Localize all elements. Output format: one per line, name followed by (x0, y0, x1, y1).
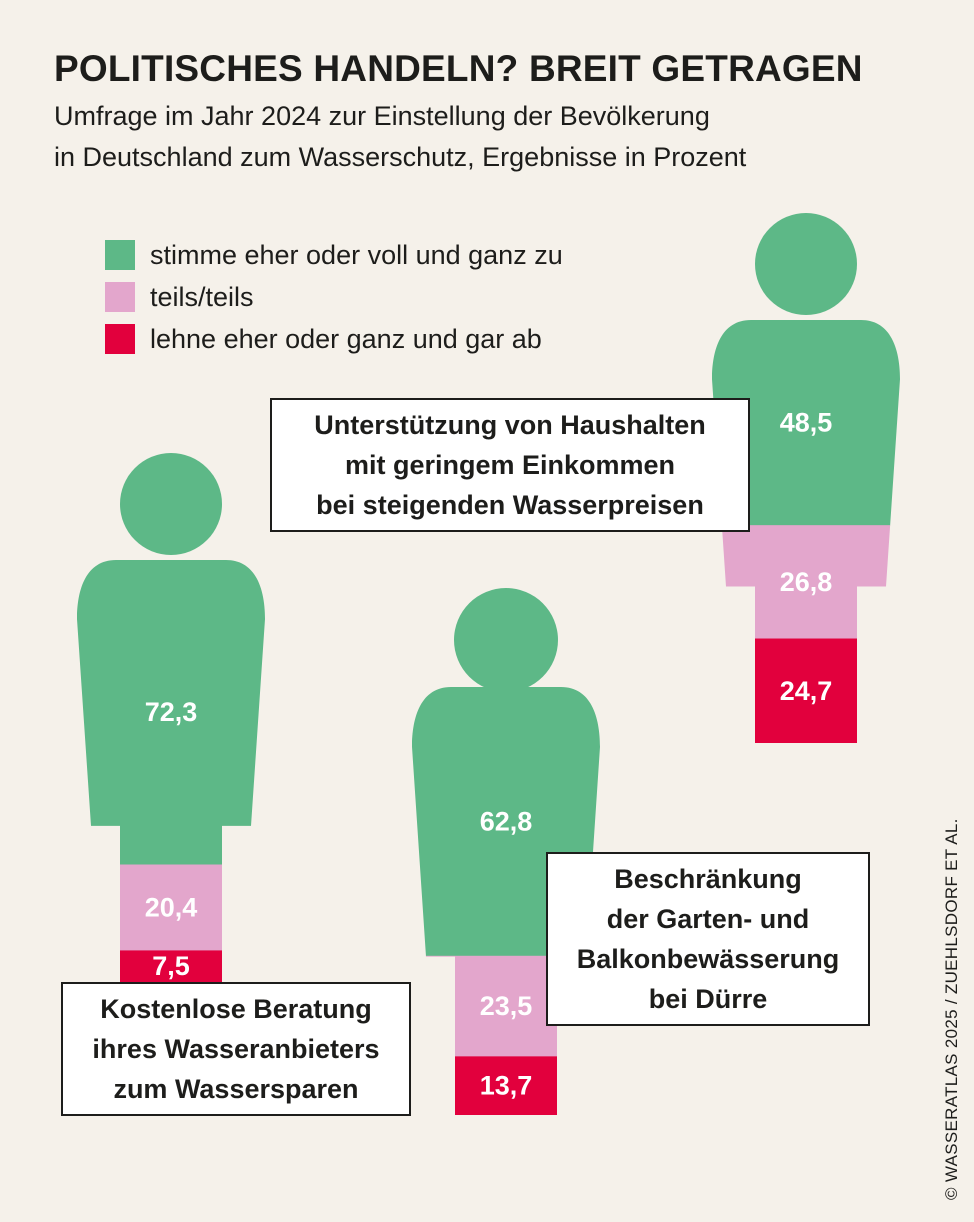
value-label-reject: 13,7 (480, 1071, 533, 1101)
figure-label-line: mit geringem Einkommen (344, 450, 676, 480)
value-label-agree: 62,8 (480, 806, 533, 836)
legend-item-reject: lehne eher oder ganz und gar ab (105, 318, 563, 360)
value-label-reject: 24,7 (780, 676, 833, 706)
subtitle-line-1: Umfrage im Jahr 2024 zur Einstellung der… (54, 101, 710, 131)
figure-label-text: Unterstützung von Haushalten mit geringem… (314, 405, 706, 525)
figure-label-line: Kostenlose Beratung (100, 994, 372, 1024)
figure-label-line: Beschränkung (614, 864, 802, 894)
figure-label-beratung: Kostenlose Beratung ihres Wasseranbieters… (61, 982, 411, 1116)
value-label-partly: 26,8 (780, 567, 833, 597)
legend-swatch-agree (105, 240, 135, 270)
person-figure-beratung: 72,3 20,4 7,5 (77, 453, 265, 982)
value-label-partly: 23,5 (480, 991, 533, 1021)
bar-segment-agree (77, 560, 265, 865)
person-head (454, 588, 558, 692)
figure-label-line: zum Wassersparen (113, 1074, 359, 1104)
legend-label-reject: lehne eher oder ganz und gar ab (150, 323, 542, 354)
figure-label-line: ihres Wasseranbieters (92, 1034, 380, 1064)
person-head (755, 213, 857, 315)
legend-label-agree: stimme eher oder voll und ganz zu (150, 239, 563, 270)
legend-swatch-partly (105, 282, 135, 312)
figure-label-line: bei Dürre (648, 984, 768, 1014)
legend-item-agree: stimme eher oder voll und ganz zu (105, 234, 563, 276)
figure-label-text: Kostenlose Beratung ihres Wasseranbieters… (92, 989, 379, 1109)
person-head (120, 453, 222, 555)
chart-subtitle: Umfrage im Jahr 2024 zur Einstellung der… (54, 96, 854, 178)
copyright-credit: © WASSERATLAS 2025 / ZUEHLSDORF ET AL. (942, 818, 961, 1200)
value-label-agree: 48,5 (780, 408, 833, 438)
chart-title: POLITISCHES HANDELN? BREIT GETRAGEN (54, 48, 863, 89)
figure-label-line: der Garten- und (606, 904, 810, 934)
figure-label-text: Beschränkung der Garten- und Balkonbewässe… (577, 859, 840, 1019)
figure-label-line: Unterstützung von Haushalten (314, 410, 706, 440)
legend-swatch-reject (105, 324, 135, 354)
figure-label-beschraenkung: Beschränkung der Garten- und Balkonbewässe… (546, 852, 870, 1026)
figure-label-line: Balkonbewässerung (576, 944, 840, 974)
value-label-agree: 72,3 (145, 697, 198, 727)
legend: stimme eher oder voll und ganz zu teils/… (105, 234, 563, 360)
value-label-reject: 7,5 (152, 951, 190, 981)
figure-label-line: bei steigenden Wasserpreisen (316, 490, 704, 520)
value-label-partly: 20,4 (145, 892, 198, 922)
subtitle-line-2: in Deutschland zum Wasserschutz, Ergebni… (54, 142, 747, 172)
figure-label-unterstuetzung: Unterstützung von Haushalten mit geringem… (270, 398, 750, 532)
legend-item-partly: teils/teils (105, 276, 563, 318)
legend-label-partly: teils/teils (150, 281, 254, 312)
